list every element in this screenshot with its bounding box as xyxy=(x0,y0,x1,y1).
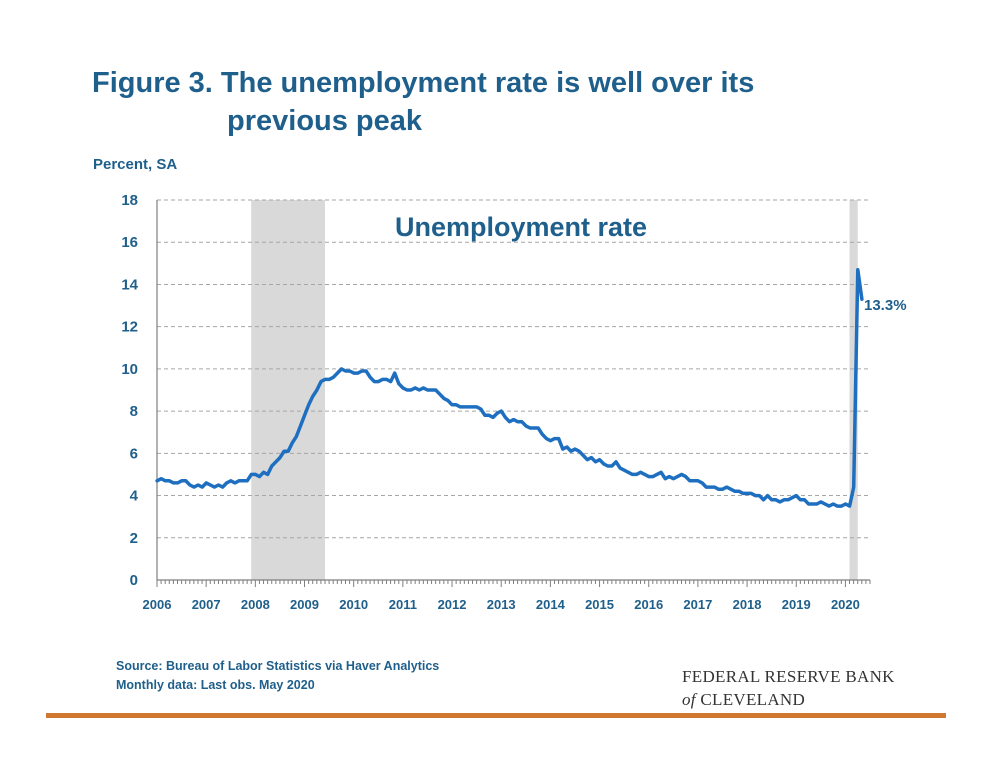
y-tick-label-12: 12 xyxy=(121,319,138,336)
x-tick-label-2019: 2019 xyxy=(782,597,811,612)
inner-chart-title: Unemployment rate xyxy=(395,212,647,242)
y-axis-unit-label: Percent, SA xyxy=(93,156,178,173)
x-tick-labels: 2006 2007 2008 2009 2010 2011 2012 2013 2014 2015… xyxy=(143,597,860,612)
recession-shading xyxy=(251,200,858,580)
y-tick-label-16: 16 xyxy=(121,234,138,251)
title-line-2: previous peak xyxy=(227,105,423,137)
title-line-1: Figure 3. The unemployment rate is well … xyxy=(92,67,755,99)
fed-logo: FEDERAL RESERVE BANK of CLEVELAND xyxy=(682,665,895,711)
source-note: Source: Bureau of Labor Statistics via H… xyxy=(116,657,439,695)
y-tick-labels: 0 2 4 6 8 10 12 14 16 18 xyxy=(121,192,138,589)
logo-of: of xyxy=(682,690,696,709)
y-tick-label-8: 8 xyxy=(130,403,138,420)
x-tick-label-2013: 2013 xyxy=(487,597,516,612)
y-tick-label-4: 4 xyxy=(130,488,139,505)
x-tick-label-2015: 2015 xyxy=(585,597,614,612)
annotation-last-value: 13.3% xyxy=(864,297,907,314)
x-tick-label-2014: 2014 xyxy=(536,597,566,612)
x-tick-label-2018: 2018 xyxy=(733,597,762,612)
recession-band-2 xyxy=(849,200,858,580)
logo-line-2: CLEVELAND xyxy=(700,690,806,709)
x-tick-label-2012: 2012 xyxy=(438,597,467,612)
x-tick-label-2009: 2009 xyxy=(290,597,319,612)
x-tick-label-2007: 2007 xyxy=(192,597,221,612)
x-tick-label-2006: 2006 xyxy=(143,597,172,612)
footer-rule xyxy=(46,713,946,718)
axes xyxy=(156,200,871,587)
y-tick-label-10: 10 xyxy=(121,361,138,378)
x-tick-label-2017: 2017 xyxy=(683,597,712,612)
chart-title: Figure 3. The unemployment rate is well … xyxy=(92,64,852,140)
y-tick-label-6: 6 xyxy=(130,445,138,462)
y-tick-label-14: 14 xyxy=(121,276,138,293)
series-line-unemployment-rate xyxy=(155,267,864,508)
y-tick-label-2: 2 xyxy=(130,530,138,547)
x-tick-label-2008: 2008 xyxy=(241,597,270,612)
source-text: Source: Bureau of Labor Statistics via H… xyxy=(116,659,440,673)
y-tick-label-0: 0 xyxy=(130,572,138,589)
x-tick-label-2016: 2016 xyxy=(634,597,663,612)
x-tick-label-2020: 2020 xyxy=(831,597,860,612)
x-tick-label-2010: 2010 xyxy=(339,597,368,612)
logo-line-1: FEDERAL RESERVE BANK xyxy=(682,667,895,686)
data-note: Monthly data: Last obs. May 2020 xyxy=(116,678,315,692)
recession-band-1 xyxy=(251,200,326,580)
y-tick-label-18: 18 xyxy=(121,192,138,209)
x-tick-label-2011: 2011 xyxy=(389,597,417,612)
